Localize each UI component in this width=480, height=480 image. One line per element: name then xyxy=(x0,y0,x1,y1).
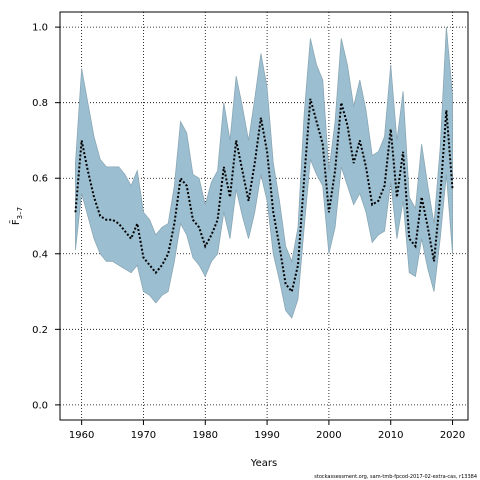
svg-text:F̄3–7: F̄3–7 xyxy=(9,207,24,225)
estimate-line xyxy=(74,98,454,294)
x-tick-label: 2010 xyxy=(378,430,403,441)
x-tick-label: 2000 xyxy=(316,430,341,441)
x-axis: 1960 1970 1980 1990 2000 2010 2020 xyxy=(69,420,465,441)
y-tick-label: 0.4 xyxy=(32,249,48,260)
credit-text: stockassessment.org, sam-tmb-fpcod-2017-… xyxy=(314,474,477,480)
y-tick-label: 1.0 xyxy=(32,23,48,34)
estimate-series-line xyxy=(74,98,454,294)
y-axis-title: F̄3–7 xyxy=(9,207,24,225)
y-tick-label: 0.8 xyxy=(32,98,48,109)
confidence-band xyxy=(75,27,453,319)
x-tick-label: 1980 xyxy=(193,430,218,441)
x-axis-title: Years xyxy=(250,458,277,469)
y-tick-label: 0.2 xyxy=(32,325,48,336)
y-tick-label: 0.6 xyxy=(32,174,48,185)
plot-frame xyxy=(59,11,469,421)
y-tick-label: 0.0 xyxy=(32,400,48,411)
y-axis-title-sub: 3–7 xyxy=(16,207,24,219)
x-tick-label: 1990 xyxy=(254,430,279,441)
x-tick-label: 1960 xyxy=(69,430,94,441)
x-tick-label: 1970 xyxy=(131,430,156,441)
x-tick-label: 2020 xyxy=(440,430,465,441)
y-axis: 0.0 0.2 0.4 0.6 0.8 1.0 xyxy=(32,23,60,411)
confidence-band-area xyxy=(75,27,453,319)
y-axis-title-main: F̄ xyxy=(9,219,22,225)
